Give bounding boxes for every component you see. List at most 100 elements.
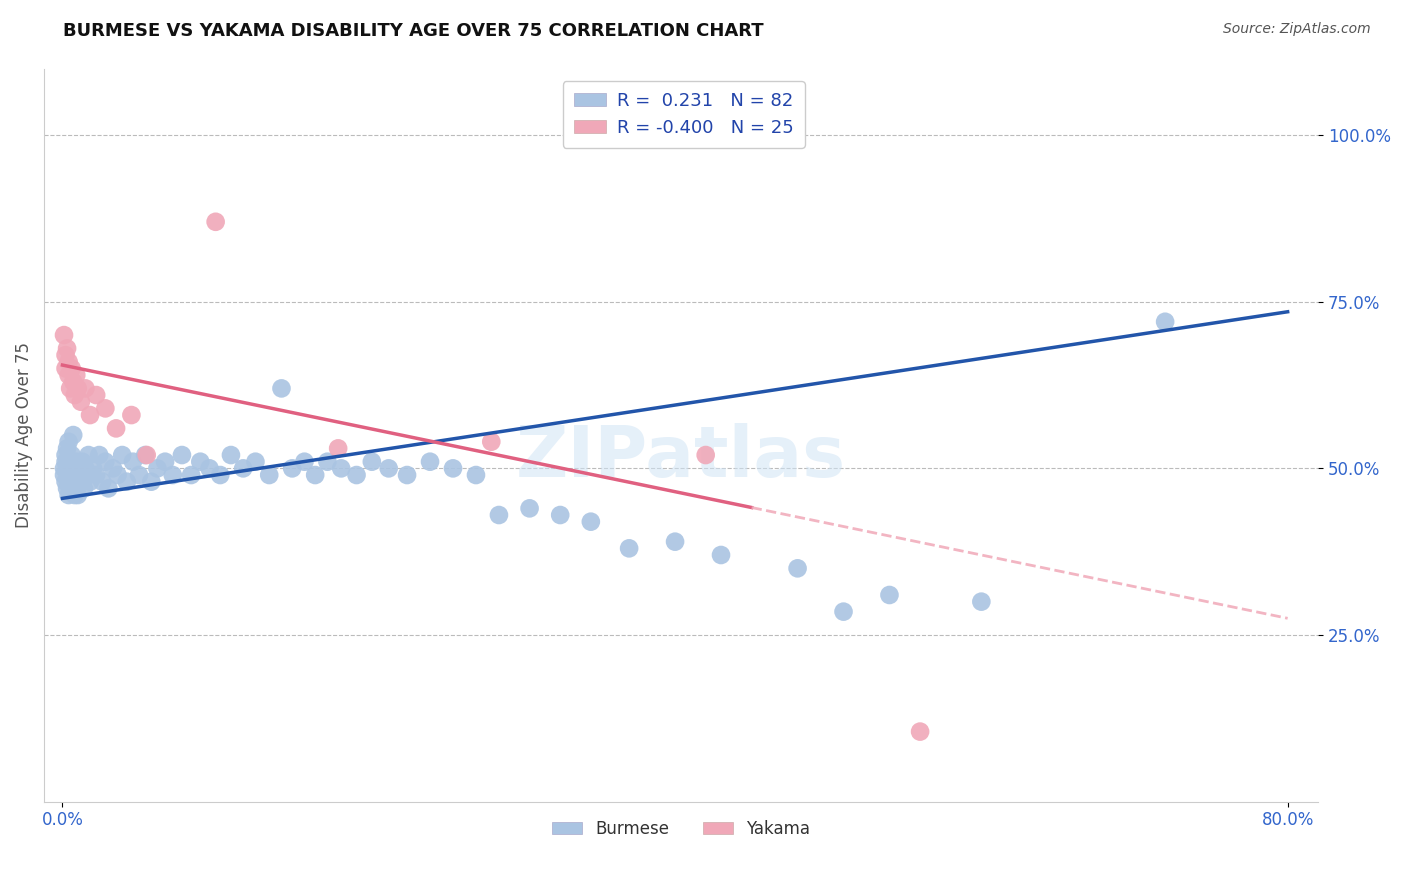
- Point: [396, 468, 419, 483]
- Point: [62, 481, 84, 495]
- Point: [84, 468, 107, 483]
- Point: [73, 481, 96, 495]
- Point: [58, 368, 80, 382]
- Point: [55, 448, 77, 462]
- Point: [56, 342, 79, 356]
- Point: [76, 468, 98, 483]
- Point: [617, 541, 640, 556]
- Point: [135, 448, 157, 462]
- Text: BURMESE VS YAKAMA DISABILITY AGE OVER 75 CORRELATION CHART: BURMESE VS YAKAMA DISABILITY AGE OVER 75…: [63, 22, 763, 40]
- Point: [60, 448, 83, 462]
- Point: [75, 461, 97, 475]
- Legend: Burmese, Yakama: Burmese, Yakama: [546, 814, 817, 845]
- Point: [56, 481, 79, 495]
- Point: [63, 388, 86, 402]
- Point: [153, 455, 176, 469]
- Point: [465, 468, 488, 483]
- Point: [82, 461, 104, 475]
- Point: [419, 455, 441, 469]
- Point: [101, 461, 124, 475]
- Point: [75, 381, 97, 395]
- Point: [710, 548, 733, 562]
- Point: [70, 475, 93, 489]
- Point: [94, 455, 117, 469]
- Point: [488, 508, 510, 522]
- Text: ZIPatlas: ZIPatlas: [516, 423, 846, 491]
- Point: [146, 461, 169, 475]
- Point: [55, 361, 77, 376]
- Point: [60, 361, 83, 376]
- Point: [65, 455, 87, 469]
- Point: [59, 461, 82, 475]
- Point: [91, 475, 114, 489]
- Point: [328, 442, 350, 456]
- Point: [72, 455, 94, 469]
- Point: [141, 475, 163, 489]
- Point: [79, 408, 101, 422]
- Point: [107, 468, 129, 483]
- Point: [94, 401, 117, 416]
- Point: [58, 355, 80, 369]
- Point: [232, 461, 254, 475]
- Text: Source: ZipAtlas.com: Source: ZipAtlas.com: [1223, 22, 1371, 37]
- Point: [832, 605, 855, 619]
- Point: [55, 455, 77, 469]
- Point: [62, 428, 84, 442]
- Point: [519, 501, 541, 516]
- Point: [441, 461, 464, 475]
- Point: [908, 724, 931, 739]
- Point: [377, 461, 399, 475]
- Point: [59, 381, 82, 395]
- Point: [70, 394, 93, 409]
- Point: [67, 468, 90, 483]
- Point: [548, 508, 571, 522]
- Point: [55, 475, 77, 489]
- Point: [65, 368, 87, 382]
- Point: [58, 455, 80, 469]
- Point: [60, 468, 83, 483]
- Point: [79, 475, 101, 489]
- Point: [479, 434, 502, 449]
- Point: [180, 468, 202, 483]
- Point: [58, 434, 80, 449]
- Point: [120, 408, 142, 422]
- Point: [134, 448, 156, 462]
- Point: [198, 461, 221, 475]
- Point: [209, 468, 232, 483]
- Point: [62, 375, 84, 389]
- Point: [162, 468, 184, 483]
- Point: [294, 455, 316, 469]
- Point: [281, 461, 304, 475]
- Point: [786, 561, 808, 575]
- Point: [970, 594, 993, 608]
- Point: [58, 488, 80, 502]
- Point: [84, 388, 107, 402]
- Point: [316, 455, 339, 469]
- Point: [66, 488, 89, 502]
- Point: [579, 515, 602, 529]
- Point: [879, 588, 901, 602]
- Point: [65, 475, 87, 489]
- Point: [204, 215, 226, 229]
- Point: [53, 468, 76, 483]
- Point: [105, 421, 128, 435]
- Point: [59, 475, 82, 489]
- Point: [360, 455, 382, 469]
- Point: [63, 488, 86, 502]
- Y-axis label: Disability Age Over 75: Disability Age Over 75: [15, 342, 32, 528]
- Point: [245, 455, 267, 469]
- Point: [330, 461, 353, 475]
- Point: [170, 448, 193, 462]
- Point: [77, 448, 100, 462]
- Point: [219, 448, 242, 462]
- Point: [55, 348, 77, 362]
- Point: [115, 475, 138, 489]
- Point: [695, 448, 717, 462]
- Point: [270, 381, 292, 395]
- Point: [304, 468, 326, 483]
- Point: [188, 455, 211, 469]
- Point: [56, 442, 79, 456]
- Point: [1154, 315, 1177, 329]
- Point: [66, 381, 89, 395]
- Point: [257, 468, 280, 483]
